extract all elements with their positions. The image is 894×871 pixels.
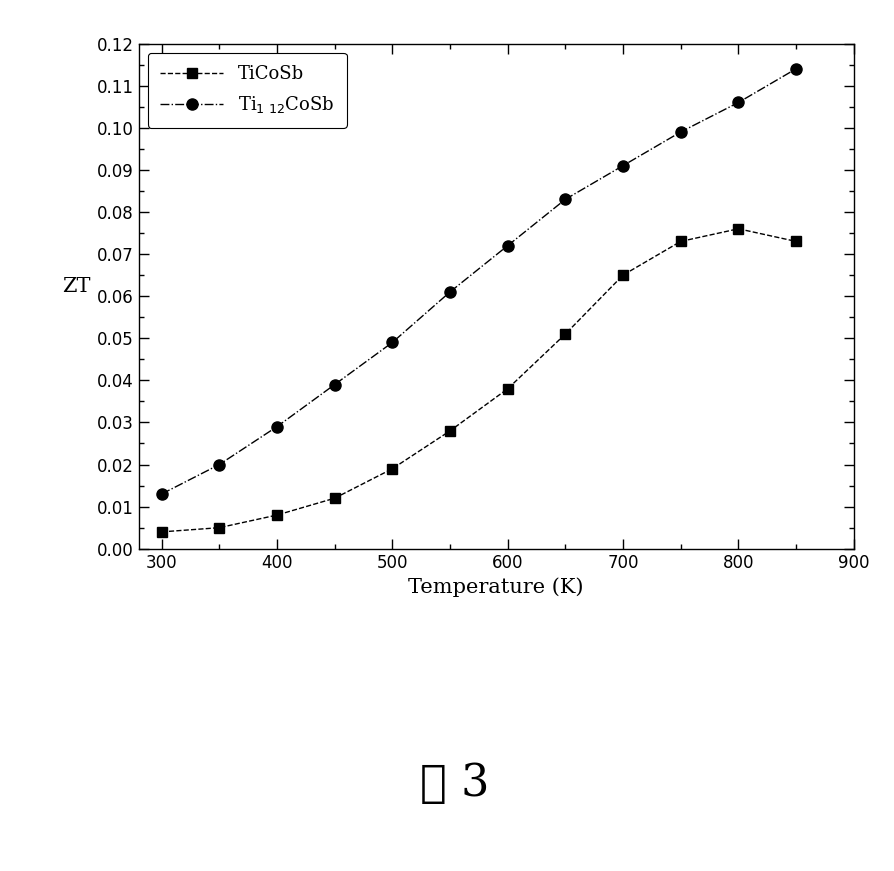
Legend: TiCoSb, Ti$_{1\ 12}$CoSb: TiCoSb, Ti$_{1\ 12}$CoSb (148, 52, 347, 128)
TiCoSb (272, 510, 283, 520)
Line: TiCoSb: TiCoSb (156, 224, 801, 537)
TiCoSb (675, 236, 686, 246)
Ti$_{1\ 12}$CoSb (502, 240, 513, 251)
X-axis label: Temperature (K): Temperature (K) (409, 577, 584, 597)
Ti$_{1\ 12}$CoSb (618, 160, 628, 171)
Ti$_{1\ 12}$CoSb (560, 194, 570, 205)
Text: 3: 3 (447, 762, 489, 806)
TiCoSb (790, 236, 801, 246)
TiCoSb (329, 493, 340, 503)
TiCoSb (444, 426, 455, 436)
Ti$_{1\ 12}$CoSb (387, 337, 398, 348)
Ti$_{1\ 12}$CoSb (790, 64, 801, 74)
TiCoSb (618, 270, 628, 280)
TiCoSb (156, 527, 167, 537)
TiCoSb (502, 383, 513, 394)
Line: Ti$_{1\ 12}$CoSb: Ti$_{1\ 12}$CoSb (156, 64, 802, 500)
Ti$_{1\ 12}$CoSb (272, 422, 283, 432)
Ti$_{1\ 12}$CoSb (444, 287, 455, 297)
Ti$_{1\ 12}$CoSb (156, 489, 167, 499)
Text: 图: 图 (420, 762, 447, 806)
Y-axis label: ZT: ZT (62, 277, 90, 296)
Ti$_{1\ 12}$CoSb (733, 98, 744, 108)
TiCoSb (560, 328, 570, 339)
TiCoSb (733, 224, 744, 234)
TiCoSb (387, 463, 398, 474)
Ti$_{1\ 12}$CoSb (329, 380, 340, 390)
Ti$_{1\ 12}$CoSb (214, 459, 224, 469)
Ti$_{1\ 12}$CoSb (675, 126, 686, 137)
TiCoSb (214, 523, 224, 533)
